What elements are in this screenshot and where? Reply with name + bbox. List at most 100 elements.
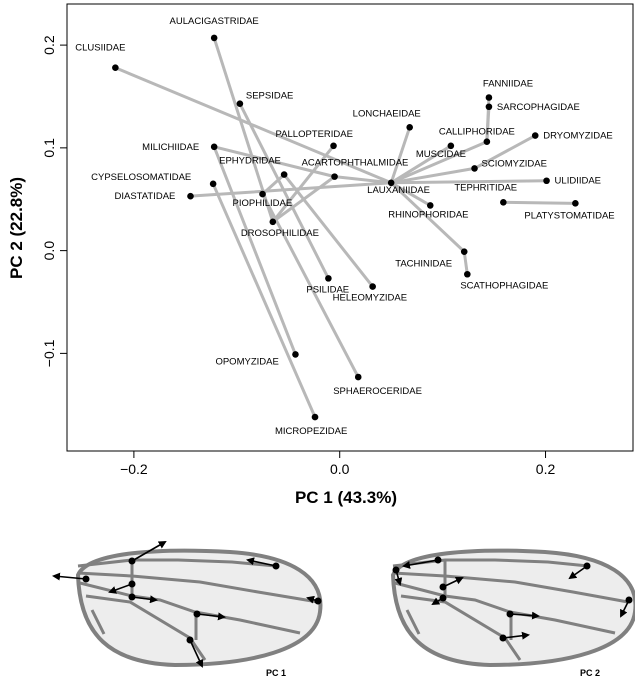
- edge-sciomyzidae-dryomyzidae: [473, 134, 537, 170]
- edge-lauxaniidae-sciomyzidae: [389, 166, 477, 185]
- landmark-points: [392, 556, 633, 642]
- point-lonchaeidae: [406, 124, 413, 131]
- point-label-opomyzidae: OPOMYZIDAE: [215, 356, 278, 367]
- point-ephydridae: [280, 171, 288, 178]
- point-opomyzidae: [292, 351, 299, 358]
- point-scathophagidae: [464, 270, 471, 278]
- point-label-platystomatidae: PLATYSTOMATIDAE: [524, 210, 614, 221]
- edge-clusiidae-lauxaniidae: [113, 66, 393, 185]
- wing-diagram-pc1: PC 1: [52, 541, 323, 678]
- points-layer: CLUSIIDAE AULACIGASTRIDAE SEPSIDAE MILICHII…: [75, 16, 614, 437]
- edge-lonchaeidae-lauxaniidae: [389, 125, 412, 185]
- point-label-calliphoridae: CALLIPHORIDAE: [439, 127, 515, 138]
- point-acartophthalmidae: [331, 173, 338, 180]
- point-label-aulacigastridae: AULACIGASTRIDAE: [170, 16, 259, 27]
- point-muscidae: [447, 142, 455, 150]
- y-tick-label: 0.1: [41, 138, 57, 158]
- edges-layer: [113, 36, 577, 419]
- x-tick-label: −0.2: [120, 461, 148, 477]
- y-axis-title: PC 2 (22.8%): [7, 177, 26, 279]
- x-tick-label: 0.0: [330, 461, 350, 477]
- point-heleomyzidae: [369, 283, 376, 290]
- edge-ephydridae-piophilidae: [261, 173, 286, 196]
- wing-caption-pc2: PC 2: [580, 668, 600, 678]
- point-label-cypselosomatidae: CYPSELOSOMATIDAE: [91, 172, 191, 183]
- point-label-sepsidae: SEPSIDAE: [246, 91, 294, 102]
- point-label-heleomyzidae: HELEOMYZIDAE: [333, 293, 407, 304]
- point-label-muscidae: MUSCIDAE: [416, 149, 466, 160]
- point-calliphoridae: [483, 138, 491, 145]
- y-tick-label: 0.0: [41, 241, 57, 261]
- axes-layer: −0.2 0.0 0.2 −0.1 0.0 0.1 0.2: [41, 35, 555, 477]
- point-label-sphaeroceridae: SPHAEROCERIDAE: [333, 386, 422, 397]
- point-lauxaniidae: [387, 179, 395, 187]
- point-label-clusiidae: CLUSIIDAE: [75, 43, 125, 54]
- edge-cypselosomatidae-micropezidae: [211, 182, 317, 419]
- point-label-fanniidae: FANNIIDAE: [483, 79, 533, 90]
- point-cypselosomatidae: [209, 180, 217, 188]
- point-label-micropezidae: MICROPEZIDAE: [275, 426, 347, 437]
- point-label-psilidae: PSILIDAE: [306, 284, 349, 295]
- point-label-lauxaniidae: LAUXANIIDAE: [367, 185, 430, 196]
- point-label-diastatidae: DIASTATIDAE: [114, 191, 175, 202]
- wing-outline: [75, 548, 323, 668]
- point-psilidae: [325, 275, 332, 282]
- point-dryomyzidae: [531, 132, 539, 139]
- point-label-sarcophagidae: SARCOPHAGIDAE: [497, 102, 580, 113]
- point-pallopteridae: [330, 142, 337, 150]
- edge-lauxaniidae-tachinidae: [389, 181, 466, 254]
- point-label-lonchaeidae: LONCHAEIDAE: [353, 108, 421, 119]
- point-label-milichiidae: MILICHIIDAE: [142, 142, 199, 153]
- point-label-drosophilidae: DROSOPHILIDAE: [241, 228, 319, 239]
- point-rhinophoridae: [426, 202, 434, 209]
- point-label-ulidiidae: ULIDIIDAE: [555, 176, 601, 187]
- point-label-dryomyzidae: DRYOMYZIDAE: [543, 131, 613, 142]
- point-aulacigastridae: [210, 34, 218, 42]
- point-label-pallopteridae: PALLOPTERIDAE: [276, 129, 353, 140]
- point-tephritidae: [500, 199, 507, 206]
- edge-piophilidae-sphaeroceridae: [261, 192, 360, 379]
- edge-calliphoridae-sarcophagidae: [485, 105, 491, 144]
- point-platystomatidae: [572, 200, 579, 207]
- edge-lauxaniidae-rhinophoridae: [389, 181, 432, 207]
- point-ulidiidae: [543, 177, 550, 185]
- point-sarcophagidae: [485, 103, 493, 111]
- point-label-acartophthalmidae: ACARTOPHTHALMIDAE: [302, 158, 409, 169]
- point-milichiidae: [210, 143, 218, 151]
- point-label-piophilidae: PIOPHILIDAE: [233, 198, 293, 209]
- wing-caption-pc1: PC 1: [266, 668, 286, 678]
- edge-diastatidae-lauxaniidae: [188, 181, 393, 198]
- point-sciomyzidae: [471, 165, 478, 172]
- edge-milichiidae-opomyzidae: [212, 145, 297, 356]
- plot-frame: [66, 3, 634, 452]
- edge-drosophilidae-acartophthalmidae: [271, 175, 337, 224]
- scatter-plot: CLUSIIDAE AULACIGASTRIDAE SEPSIDAE MILICHII…: [7, 3, 634, 507]
- point-tachinidae: [460, 248, 468, 255]
- point-label-sciomyzidae: SCIOMYZIDAE: [482, 158, 547, 169]
- edge-lauxaniidae-muscidae: [389, 144, 453, 185]
- edge-tephritidae-platystomatidae: [501, 200, 577, 205]
- point-piophilidae: [259, 190, 266, 198]
- y-tick-label: −0.1: [41, 339, 57, 367]
- point-clusiidae: [112, 64, 119, 72]
- edge-acartophthalmidae-lauxaniidae: [333, 175, 393, 185]
- point-sepsidae: [236, 100, 244, 107]
- wing-diagram-pc2: PC 2: [390, 548, 635, 678]
- edge-lauxaniidae-calliphoridae: [389, 140, 489, 185]
- point-fanniidae: [485, 94, 493, 101]
- point-sphaeroceridae: [354, 373, 362, 381]
- wing-outline: [390, 548, 635, 668]
- point-micropezidae: [311, 413, 319, 421]
- point-label-scathophagidae: SCATHOPHAGIDAE: [460, 280, 548, 291]
- edge-ephydridae-heleomyzidae: [282, 173, 375, 289]
- point-label-ephydridae: EPHYDRIDAE: [219, 156, 281, 167]
- x-tick-label: 0.2: [536, 461, 556, 477]
- point-diastatidae: [187, 192, 194, 200]
- point-label-tachinidae: TACHINIDAE: [395, 259, 452, 270]
- y-tick-label: 0.2: [41, 35, 57, 55]
- edge-tachinidae-scathophagidae: [462, 250, 469, 276]
- edge-lauxaniidae-ulidiidae: [389, 179, 549, 185]
- point-drosophilidae: [269, 218, 277, 226]
- point-label-tephritidae: TEPHRITIDAE: [454, 182, 517, 193]
